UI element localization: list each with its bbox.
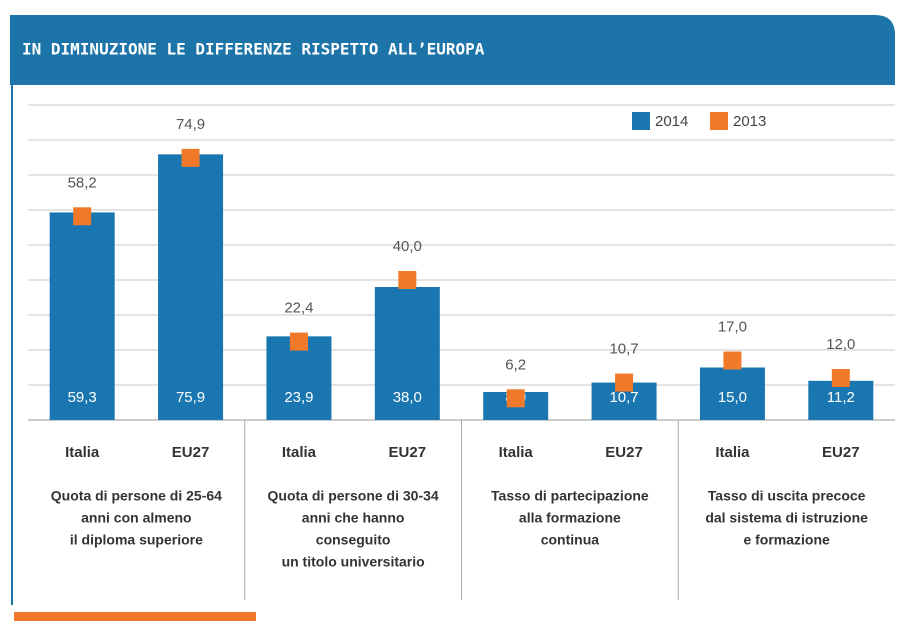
- bar-value-label: 38,0: [393, 389, 422, 406]
- marker-value-label: 6,2: [505, 356, 526, 373]
- x-tick-label: Italia: [282, 444, 317, 461]
- marker: [398, 271, 417, 289]
- bar-value-label: 59,3: [68, 389, 97, 406]
- header-band: [10, 15, 895, 85]
- marker: [723, 351, 742, 370]
- legend-swatch: [632, 112, 650, 130]
- marker: [615, 373, 634, 392]
- legend-label: 2013: [733, 113, 766, 130]
- bar-value-label: 23,9: [284, 389, 313, 406]
- bar-value-label: 75,9: [176, 389, 205, 406]
- x-tick-label: EU27: [389, 444, 427, 461]
- x-tick-label: EU27: [172, 444, 210, 461]
- bar-value-label: 10,7: [609, 389, 638, 406]
- group-label: alla formazione: [519, 510, 621, 526]
- bar-value-label: 11,2: [827, 389, 855, 406]
- marker-value-label: 58,2: [68, 174, 97, 191]
- marker: [506, 389, 525, 408]
- bar: [158, 154, 224, 420]
- group-label: Quota di persone di 30-34: [268, 488, 439, 504]
- group-label: dal sistema di istruzione: [705, 510, 868, 526]
- bar-value-label: 15,0: [718, 389, 747, 406]
- group-label: e formazione: [743, 532, 830, 548]
- marker: [73, 207, 92, 226]
- marker: [181, 148, 200, 167]
- marker-value-label: 12,0: [826, 336, 855, 353]
- group-label: Tasso di partecipazione: [491, 488, 649, 504]
- footer-accent: [14, 612, 256, 621]
- marker: [831, 369, 850, 387]
- group-label: anni con almeno: [81, 510, 191, 526]
- marker-value-label: 40,0: [393, 238, 422, 255]
- legend-label: 2014: [655, 113, 688, 130]
- marker-value-label: 10,7: [609, 341, 638, 358]
- group-label: il diploma superiore: [70, 532, 203, 548]
- x-tick-label: EU27: [822, 444, 860, 461]
- group-label: Tasso di uscita precoce: [708, 488, 866, 504]
- marker-value-label: 74,9: [176, 116, 205, 133]
- chart-title: IN DIMINUZIONE LE DIFFERENZE RISPETTO AL…: [22, 40, 485, 59]
- marker-value-label: 22,4: [284, 300, 313, 317]
- bar: [699, 367, 765, 420]
- group-label: un titolo universitario: [282, 554, 425, 570]
- x-tick-label: EU27: [605, 444, 643, 461]
- bar: [49, 212, 115, 420]
- group-label: continua: [541, 532, 600, 548]
- group-label: Quota di persone di 25-64: [51, 488, 222, 504]
- marker: [289, 332, 308, 351]
- x-tick-label: Italia: [65, 444, 100, 461]
- x-tick-label: Italia: [715, 444, 750, 461]
- legend-swatch: [710, 112, 728, 130]
- group-label: anni che hanno: [302, 510, 405, 526]
- marker-value-label: 17,0: [718, 318, 747, 335]
- group-label: conseguito: [316, 532, 391, 548]
- bar: [374, 287, 440, 420]
- bar: [808, 380, 874, 420]
- x-tick-label: Italia: [499, 444, 534, 461]
